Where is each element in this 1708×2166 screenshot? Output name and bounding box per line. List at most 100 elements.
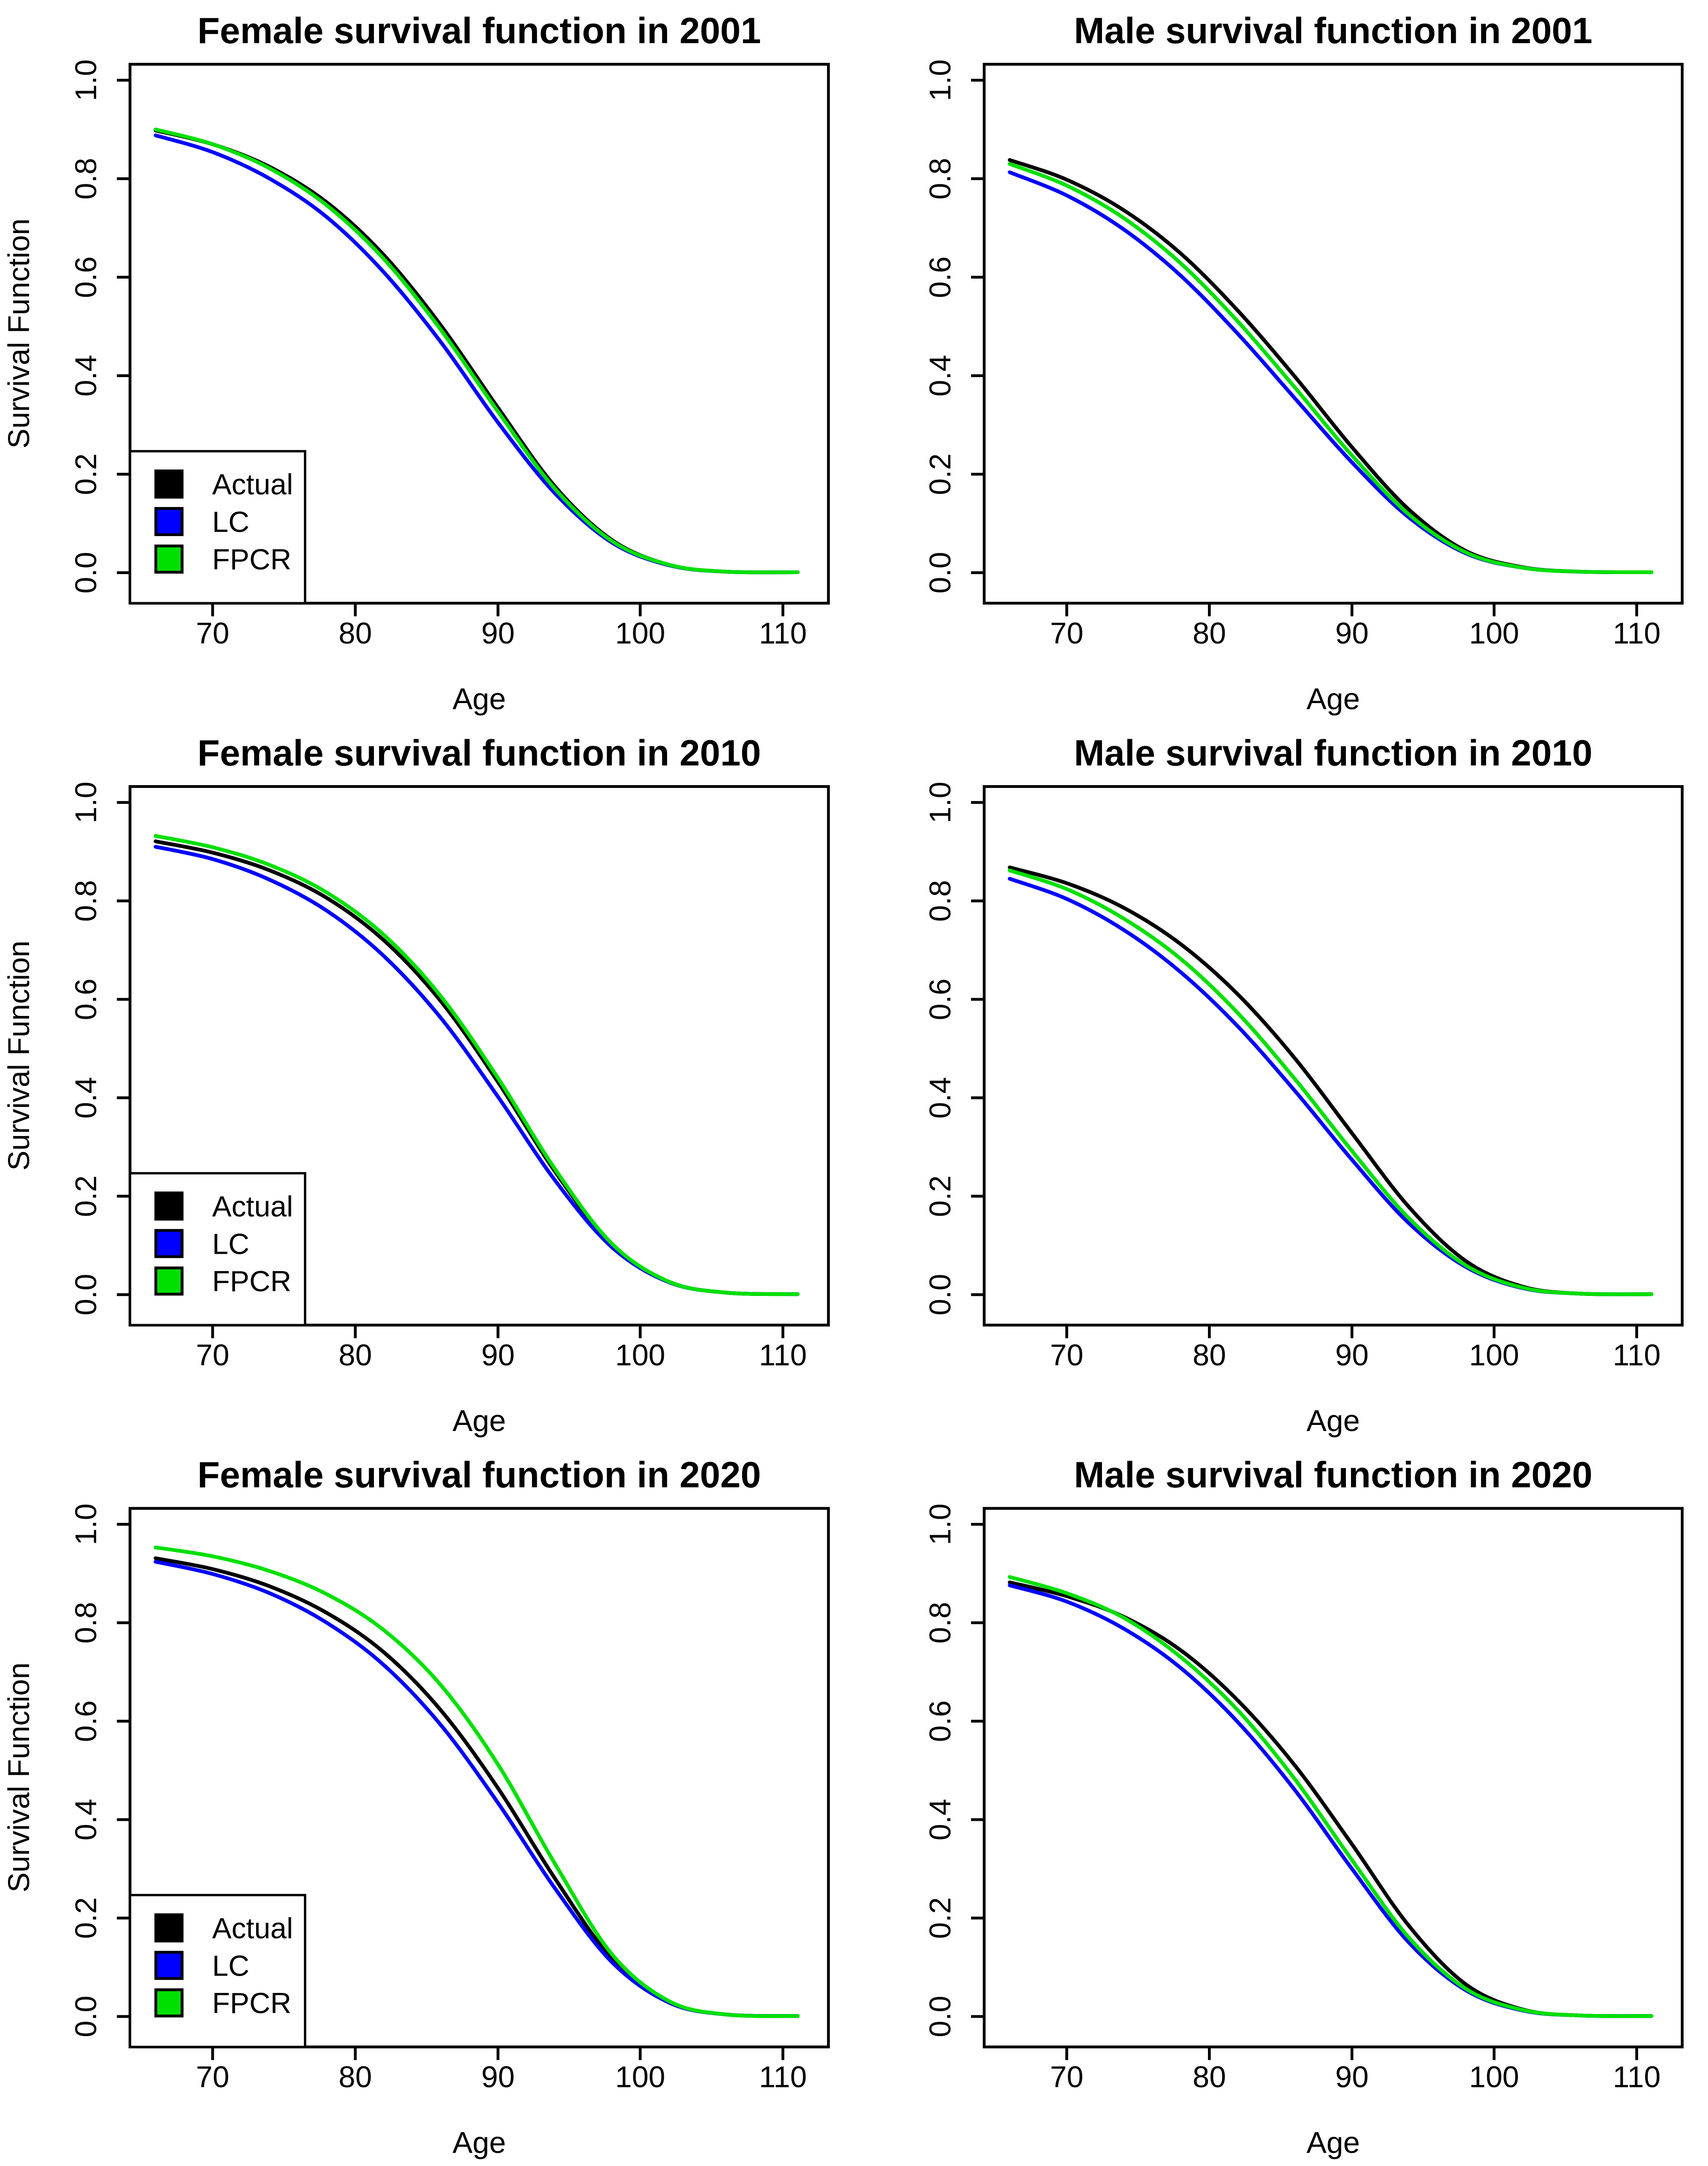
y-tick-label: 0.0 bbox=[69, 1274, 103, 1316]
x-tick-marks bbox=[1065, 1325, 1638, 1339]
y-axis: 0.0 0.2 0.4 0.6 0.8 1.0 bbox=[923, 781, 984, 1316]
x-tick-label: 110 bbox=[759, 616, 807, 650]
y-tick-marks bbox=[971, 1522, 984, 2018]
x-tick-label: 90 bbox=[1335, 2060, 1368, 2094]
y-tick-label: 0.4 bbox=[923, 1799, 957, 1840]
curve-fpcr bbox=[153, 128, 800, 575]
y-axis-title: Survival Function bbox=[2, 1662, 36, 1892]
y-tick-marks bbox=[117, 79, 130, 574]
x-axis: 70 80 90 100 110 Age bbox=[196, 1325, 807, 1438]
y-tick-marks bbox=[117, 1522, 130, 2018]
y-tick-label: 1.0 bbox=[923, 781, 957, 823]
y-tick-label: 0.6 bbox=[923, 257, 957, 298]
curve-lc bbox=[1008, 170, 1654, 574]
legend-swatch-actual bbox=[154, 1913, 184, 1943]
x-tick-label: 80 bbox=[339, 2060, 372, 2094]
curve-fpcr bbox=[153, 1545, 800, 2018]
x-tick-label: 80 bbox=[339, 616, 372, 650]
y-axis: 0.0 0.2 0.4 0.6 0.8 1.0 Survival Functio… bbox=[2, 1503, 130, 2037]
x-axis: 70 80 90 100 110 Age bbox=[1050, 2047, 1661, 2159]
x-tick-label: 100 bbox=[615, 616, 665, 650]
x-axis-title: Age bbox=[1306, 682, 1360, 716]
y-tick-label: 0.4 bbox=[69, 355, 103, 397]
plot-frame bbox=[129, 63, 830, 605]
y-tick-label: 0.6 bbox=[69, 257, 103, 298]
curve-actual bbox=[1008, 158, 1654, 575]
chart-female-2020: Female survival function in 2020 70 80 9… bbox=[2, 1454, 830, 2159]
x-tick-marks bbox=[211, 1325, 784, 1339]
x-tick-label: 70 bbox=[196, 616, 229, 650]
y-tick-label: 0.4 bbox=[923, 355, 957, 397]
x-tick-label: 70 bbox=[1050, 616, 1083, 650]
x-axis-title: Age bbox=[453, 2126, 506, 2159]
x-tick-label: 70 bbox=[1050, 1338, 1083, 1372]
y-tick-label: 0.2 bbox=[923, 1175, 957, 1217]
x-tick-label: 70 bbox=[1050, 2060, 1083, 2094]
legend-swatch-actual bbox=[154, 470, 184, 499]
x-tick-label: 90 bbox=[1335, 1338, 1368, 1372]
panel-male-2001: Male survival function in 2001 70 80 90 … bbox=[854, 0, 1708, 722]
y-tick-label: 0.4 bbox=[69, 1799, 103, 1840]
chart-male-2020: Male survival function in 2020 70 80 90 … bbox=[923, 1454, 1684, 2159]
x-tick-label: 90 bbox=[481, 2060, 515, 2094]
panel-male-2020: Male survival function in 2020 70 80 90 … bbox=[854, 1444, 1708, 2166]
y-tick-label: 0.8 bbox=[69, 880, 103, 922]
curve-fpcr bbox=[1008, 868, 1654, 1296]
y-axis: 0.0 0.2 0.4 0.6 0.8 1.0 Survival Functio… bbox=[2, 781, 130, 1316]
panel-title: Female survival function in 2001 bbox=[197, 10, 761, 51]
y-tick-label: 0.6 bbox=[69, 1700, 103, 1742]
y-tick-label: 1.0 bbox=[69, 1503, 103, 1545]
x-axis-title: Age bbox=[1306, 1404, 1360, 1438]
panel-title: Male survival function in 2001 bbox=[1074, 10, 1592, 51]
y-tick-label: 0.4 bbox=[923, 1077, 957, 1119]
legend-swatch-lc bbox=[154, 1951, 184, 1980]
plot-frame bbox=[129, 1507, 830, 2049]
x-tick-label: 110 bbox=[1613, 1338, 1661, 1372]
y-tick-label: 0.6 bbox=[69, 978, 103, 1020]
x-tick-label: 100 bbox=[615, 1338, 665, 1372]
legend: Actual LC FPCR bbox=[129, 1893, 306, 2048]
panel-title: Female survival function in 2010 bbox=[197, 732, 761, 773]
chart-female-2010: Female survival function in 2010 70 80 9… bbox=[2, 732, 830, 1438]
curve-lc bbox=[1008, 1583, 1654, 2018]
x-axis: 70 80 90 100 110 Age bbox=[1050, 1325, 1661, 1438]
legend-label-lc: LC bbox=[212, 1228, 249, 1260]
y-tick-label: 0.8 bbox=[923, 1602, 957, 1643]
y-tick-label: 0.2 bbox=[69, 454, 103, 495]
x-tick-label: 90 bbox=[1335, 616, 1368, 650]
legend-swatch-fpcr bbox=[154, 1988, 184, 2018]
x-tick-label: 100 bbox=[615, 2060, 665, 2094]
chart-male-2010: Male survival function in 2010 70 80 90 … bbox=[923, 732, 1684, 1438]
x-tick-label: 90 bbox=[481, 1338, 515, 1372]
y-tick-marks bbox=[117, 801, 130, 1296]
x-axis-title: Age bbox=[453, 1404, 506, 1438]
y-tick-label: 0.8 bbox=[69, 1602, 103, 1643]
x-tick-marks bbox=[1065, 603, 1638, 616]
y-tick-label: 0.8 bbox=[923, 158, 957, 200]
y-axis: 0.0 0.2 0.4 0.6 0.8 1.0 bbox=[923, 60, 984, 593]
panel-title: Male survival function in 2010 bbox=[1074, 732, 1592, 773]
y-tick-label: 0.0 bbox=[69, 1996, 103, 2037]
x-tick-marks bbox=[211, 2047, 784, 2060]
panel-title: Male survival function in 2020 bbox=[1074, 1454, 1592, 1495]
legend: Actual LC FPCR bbox=[129, 1172, 306, 1326]
x-axis: 70 80 90 100 110 Age bbox=[196, 603, 807, 716]
y-tick-label: 0.2 bbox=[923, 1897, 957, 1939]
plot-frame bbox=[983, 63, 1684, 605]
legend-swatch-fpcr bbox=[154, 1266, 184, 1296]
y-axis: 0.0 0.2 0.4 0.6 0.8 1.0 bbox=[923, 1503, 984, 2037]
y-tick-label: 0.2 bbox=[69, 1897, 103, 1939]
y-tick-label: 0.4 bbox=[69, 1077, 103, 1119]
x-axis: 70 80 90 100 110 Age bbox=[1050, 603, 1661, 716]
curve-fpcr bbox=[1008, 162, 1654, 574]
plot-frame bbox=[129, 785, 830, 1327]
panel-female-2001: Female survival function in 2001 70 80 9… bbox=[0, 0, 854, 722]
legend-label-actual: Actual bbox=[212, 1190, 293, 1223]
y-tick-label: 0.2 bbox=[923, 454, 957, 495]
legend-swatch-actual bbox=[154, 1191, 184, 1221]
x-tick-label: 80 bbox=[1192, 1338, 1226, 1372]
x-tick-label: 110 bbox=[1613, 2060, 1661, 2094]
x-tick-label: 80 bbox=[1192, 616, 1226, 650]
legend-swatch-fpcr bbox=[154, 545, 184, 574]
curve-fpcr bbox=[1008, 1575, 1654, 2018]
